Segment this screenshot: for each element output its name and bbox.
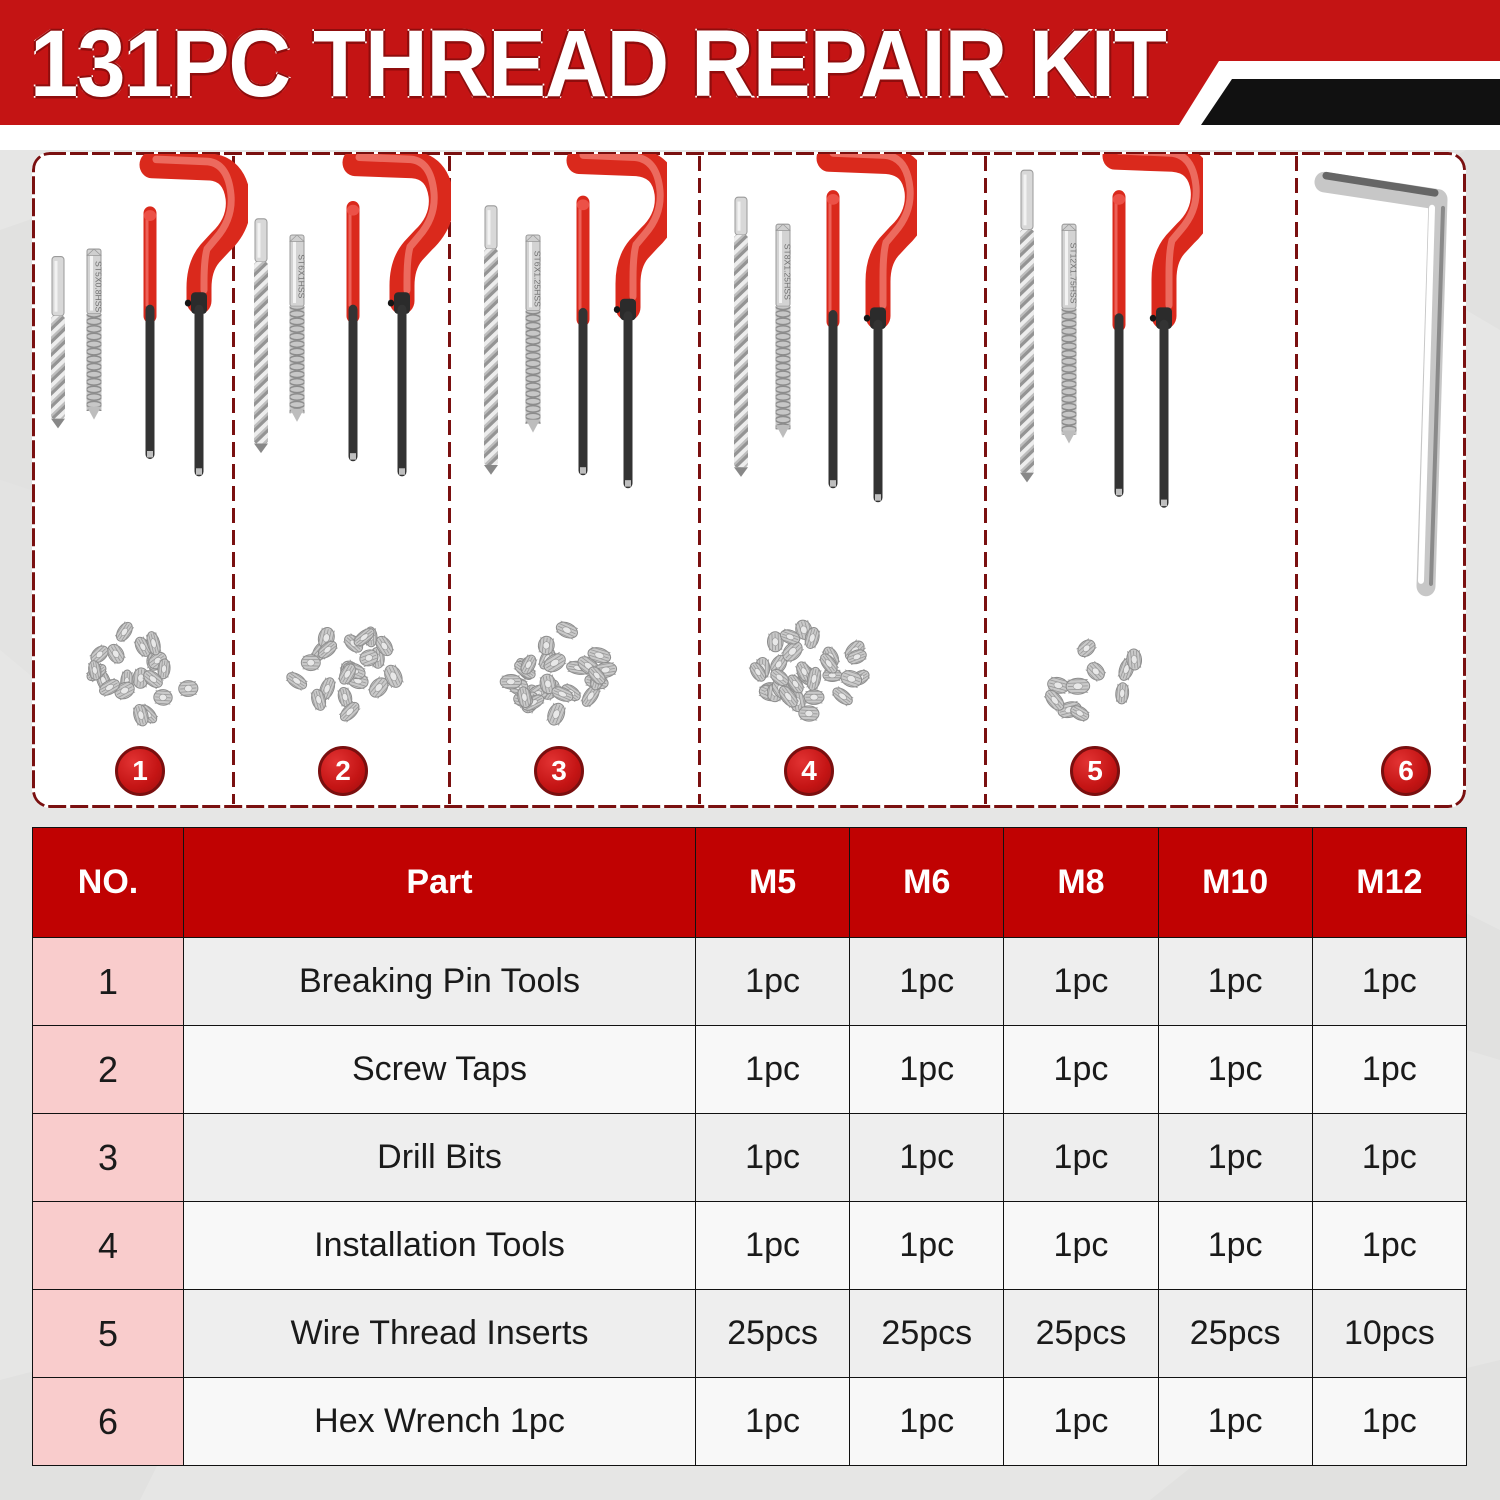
svg-text:ST5X0.8HSS: ST5X0.8HSS: [94, 261, 104, 313]
svg-text:ST6X1.25HSS: ST6X1.25HSS: [533, 251, 543, 308]
svg-text:ST6X1HSS: ST6X1HSS: [297, 254, 307, 299]
svg-text:ST12X1.75HSS: ST12X1.75HSS: [1069, 243, 1079, 304]
svg-text:ST8X1.25HSS: ST8X1.25HSS: [783, 244, 793, 301]
